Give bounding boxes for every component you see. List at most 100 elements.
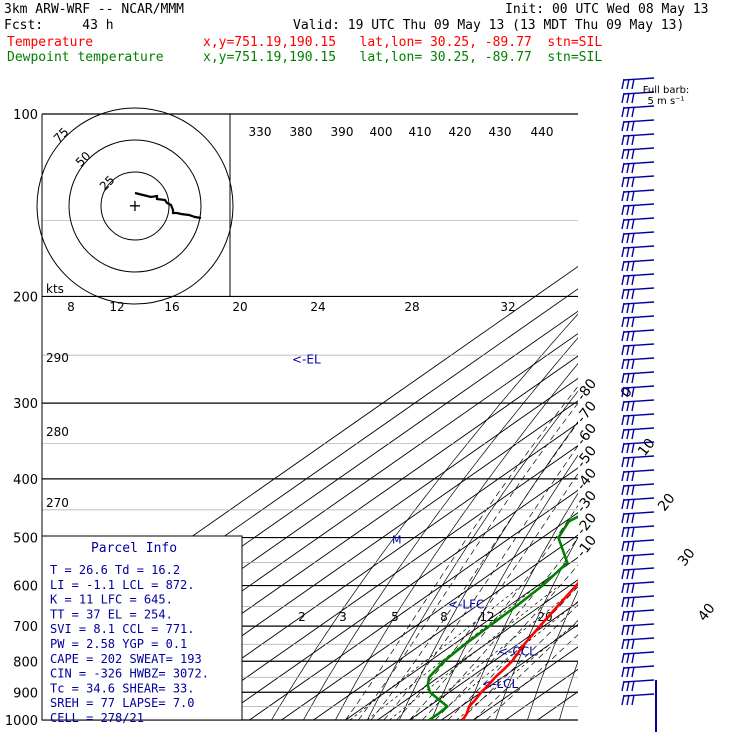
wind-barb-flag bbox=[631, 344, 635, 356]
wind-barb-flag bbox=[621, 302, 625, 314]
wind-barb-flag bbox=[631, 288, 635, 300]
wind-barb-flag bbox=[621, 638, 625, 650]
wind-barb-flag bbox=[631, 456, 635, 468]
mixing-ratio-label: 12 bbox=[109, 300, 124, 314]
mixing-ratio-label: 24 bbox=[310, 300, 325, 314]
wind-barb-flag bbox=[631, 162, 635, 174]
wind-barb-flag bbox=[631, 666, 635, 678]
wind-barb-flag bbox=[626, 372, 630, 384]
wind-barb-flag bbox=[631, 92, 635, 104]
wind-barb-flag bbox=[621, 414, 625, 426]
dry-adiabat bbox=[271, 313, 578, 720]
wind-barb-flag bbox=[621, 274, 625, 286]
mixing-ratio-label: 28 bbox=[404, 300, 419, 314]
wind-barb-flag bbox=[626, 316, 630, 328]
temperature-trace bbox=[461, 581, 578, 720]
wind-barb-flag bbox=[621, 92, 625, 104]
wind-barb-flag bbox=[621, 400, 625, 412]
wind-barb-flag bbox=[621, 582, 625, 594]
wind-barb-flag bbox=[626, 512, 630, 524]
mixing-ratio-label: 2 bbox=[298, 610, 306, 624]
legend-temperature-location: x,y=751.19,190.15 lat,lon= 30.25, -89.77… bbox=[203, 35, 603, 50]
hodograph-ring-label: 50 bbox=[73, 149, 94, 170]
wind-barb-flag bbox=[631, 190, 635, 202]
wind-barb-flag bbox=[626, 148, 630, 160]
parcel-row: CELL = 278/21 bbox=[50, 711, 144, 725]
pressure-tick-label: 900 bbox=[13, 686, 38, 701]
wind-barb-flag bbox=[631, 540, 635, 552]
pressure-tick-label: 100 bbox=[13, 108, 38, 123]
wind-barb-flag bbox=[631, 638, 635, 650]
wind-barb-flag bbox=[621, 120, 625, 132]
wind-barb-flag bbox=[631, 176, 635, 188]
wind-barb-flag bbox=[626, 652, 630, 664]
isotherm-line bbox=[313, 534, 578, 720]
wind-barb-flag bbox=[626, 78, 630, 90]
theta-label: 420 bbox=[449, 125, 472, 139]
wind-barb-flag bbox=[626, 176, 630, 188]
mixing-ratio-label: 12 bbox=[479, 610, 494, 624]
wind-barb-flag bbox=[626, 120, 630, 132]
wind-barb-flag bbox=[621, 218, 625, 230]
wind-barb-flag bbox=[631, 470, 635, 482]
wind-barb-flag bbox=[621, 610, 625, 622]
forecast-hour: Fcst: 43 h bbox=[4, 18, 114, 33]
mixing-ratio-label: 32 bbox=[500, 300, 515, 314]
isotherm-line bbox=[409, 601, 578, 720]
wind-barb-flag bbox=[631, 694, 635, 706]
hodograph-center: + bbox=[128, 196, 141, 215]
legend-temperature-label: Temperature bbox=[7, 35, 94, 50]
wind-barb-flag bbox=[626, 498, 630, 510]
wind-barb-flag bbox=[621, 540, 625, 552]
isotherm-line bbox=[345, 556, 578, 720]
wind-barb-flag bbox=[626, 540, 630, 552]
wind-barb-flag bbox=[631, 582, 635, 594]
wind-barb-flag bbox=[626, 526, 630, 538]
wind-barb-flag bbox=[621, 344, 625, 356]
init-time: Init: 00 UTC Wed 08 May 13 bbox=[505, 2, 709, 17]
wind-barb-flag bbox=[621, 176, 625, 188]
moist-adiabat bbox=[447, 586, 578, 720]
wind-barbs: Full barb:5 m s⁻¹ bbox=[621, 77, 690, 732]
dry-adiabat bbox=[655, 114, 740, 720]
hodograph-ring bbox=[68, 139, 202, 273]
wind-barb-flag bbox=[621, 512, 625, 524]
wind-barb-flag bbox=[631, 680, 635, 692]
level-annotation: <-EL bbox=[292, 352, 321, 366]
level-annotation: <-LFC bbox=[448, 598, 484, 612]
wind-barb-flag bbox=[621, 134, 625, 146]
barb-legend-title: Full barb: bbox=[643, 85, 690, 96]
wind-barb-flag bbox=[626, 246, 630, 258]
pressure-tick-label: 600 bbox=[13, 580, 38, 595]
isotherm-line bbox=[217, 467, 578, 720]
valid-time: Valid: 19 UTC Thu 09 May 13 (13 MDT Thu … bbox=[293, 18, 685, 33]
wind-barb-flag bbox=[626, 484, 630, 496]
parcel-row: Tc = 34.6 SHEAR= 33. bbox=[50, 681, 195, 695]
moist-adiabat bbox=[460, 604, 578, 720]
wind-barb-flag bbox=[621, 442, 625, 454]
wind-barb-flag bbox=[626, 162, 630, 174]
mixing-ratio-label: 3 bbox=[339, 610, 347, 624]
parcel-row: CAPE = 202 SWEAT= 193 bbox=[50, 652, 202, 666]
wind-barb-flag bbox=[621, 680, 625, 692]
wind-barb-flag bbox=[631, 596, 635, 608]
pressure-tick-label: 400 bbox=[13, 473, 38, 488]
theta-label: 430 bbox=[489, 125, 512, 139]
isotherm-line bbox=[377, 579, 578, 720]
isotherm-line bbox=[121, 400, 578, 720]
theta-label: 390 bbox=[331, 125, 354, 139]
moist-adiabat bbox=[473, 620, 578, 720]
wind-barb-flag bbox=[631, 260, 635, 272]
wind-barb-flag bbox=[631, 498, 635, 510]
mixing-ratio-line bbox=[430, 601, 578, 720]
moist-adiabat bbox=[383, 445, 578, 720]
wind-barb-flag bbox=[621, 162, 625, 174]
wind-barb-flag bbox=[626, 414, 630, 426]
wind-barb-flag bbox=[621, 428, 625, 440]
isotherm-line bbox=[185, 444, 578, 720]
wind-barb-flag bbox=[631, 400, 635, 412]
legend-dewpoint-label: Dewpoint temperature bbox=[7, 50, 164, 65]
wind-barb-flag bbox=[631, 246, 635, 258]
wind-barb-flag bbox=[621, 554, 625, 566]
dry-adiabat bbox=[719, 114, 740, 720]
